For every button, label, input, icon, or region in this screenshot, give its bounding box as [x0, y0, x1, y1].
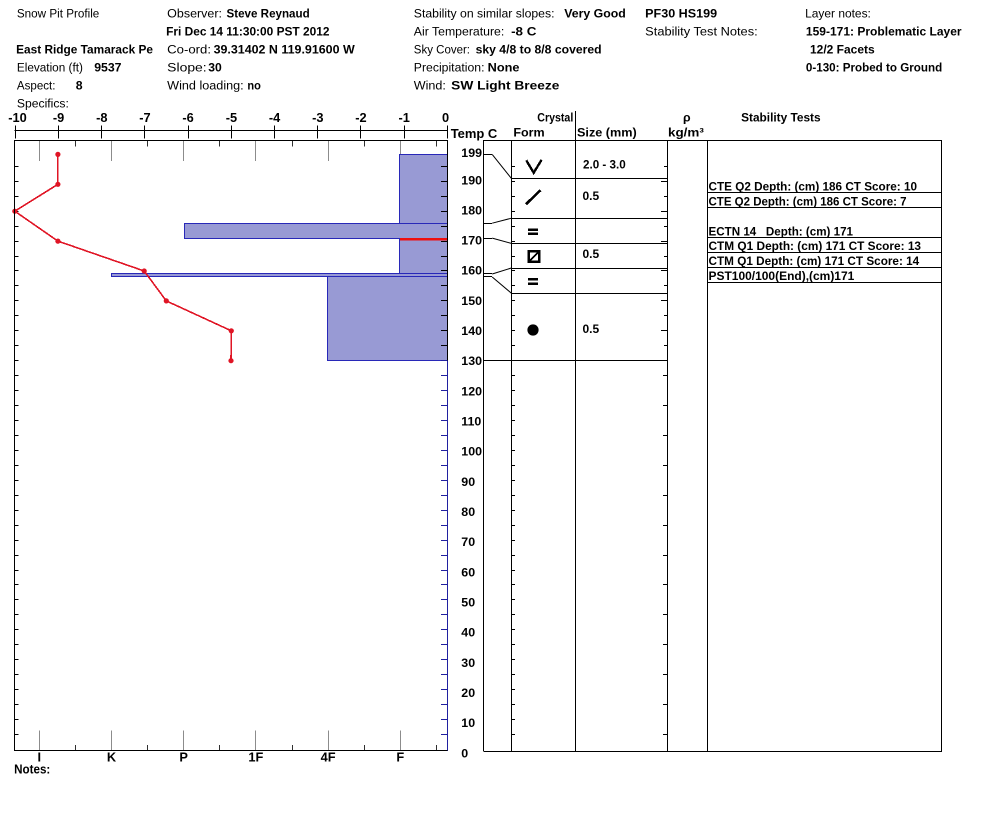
svg-text:-3: -3 — [312, 110, 323, 125]
svg-text:2.0 - 3.0: 2.0 - 3.0 — [583, 157, 626, 171]
svg-text:P: P — [179, 750, 188, 765]
svg-text:Crystal: Crystal — [537, 111, 573, 125]
svg-text:70: 70 — [461, 535, 475, 549]
svg-text:159-171: Problematic Layer: 159-171: Problematic Layer — [806, 25, 962, 39]
svg-text:I: I — [38, 750, 42, 765]
svg-text:-6: -6 — [182, 110, 193, 125]
svg-text:60: 60 — [461, 565, 475, 579]
svg-text:0.5: 0.5 — [583, 189, 600, 203]
svg-text:Size (mm): Size (mm) — [577, 126, 637, 140]
svg-text:ρ: ρ — [683, 111, 691, 125]
svg-text:Fri Dec 14 11:30:00 PST 2012: Fri Dec 14 11:30:00 PST 2012 — [166, 25, 330, 39]
svg-text:140: 140 — [461, 324, 482, 338]
svg-text:Specifics:: Specifics: — [17, 97, 69, 111]
svg-text:30: 30 — [208, 61, 222, 75]
svg-text:Steve Reynaud: Steve Reynaud — [227, 7, 310, 21]
svg-text:190: 190 — [461, 173, 482, 187]
svg-text:Co-ord:: Co-ord: — [167, 43, 211, 57]
svg-text:4F: 4F — [321, 750, 336, 765]
svg-text:1F: 1F — [248, 750, 263, 765]
svg-text:K: K — [107, 750, 117, 765]
svg-text:90: 90 — [461, 475, 475, 489]
svg-text:Stability Tests: Stability Tests — [741, 111, 821, 125]
svg-text:120: 120 — [461, 384, 482, 398]
svg-text:Form: Form — [513, 126, 544, 140]
svg-text:130: 130 — [461, 354, 482, 368]
svg-text:CTM Q1 Depth: (cm) 171 CT Scor: CTM Q1 Depth: (cm) 171 CT Score: 13 — [709, 239, 922, 253]
svg-text:Air Temperature:: Air Temperature: — [414, 25, 505, 39]
svg-text:0.5: 0.5 — [583, 247, 600, 261]
svg-text:CTE Q2 Depth: (cm) 186 CT Scor: CTE Q2 Depth: (cm) 186 CT Score: 7 — [709, 194, 907, 208]
svg-text:0-130: Probed to Ground: 0-130: Probed to Ground — [806, 61, 942, 75]
svg-text:Observer:: Observer: — [167, 7, 222, 21]
svg-text:PF30 HS199: PF30 HS199 — [645, 7, 717, 21]
svg-text:SW Light Breeze: SW Light Breeze — [451, 79, 559, 93]
svg-text:Aspect:: Aspect: — [17, 79, 56, 93]
svg-text:F: F — [396, 750, 404, 765]
svg-text:Sky Cover:: Sky Cover: — [414, 43, 470, 57]
svg-text:ECTN 14 Depth: (cm) 171: ECTN 14 Depth: (cm) 171 — [709, 224, 854, 238]
svg-text:PST100/100(End),(cm)171: PST100/100(End),(cm)171 — [709, 269, 855, 283]
svg-text:Layer notes:: Layer notes: — [805, 7, 871, 21]
svg-text:-1: -1 — [399, 110, 410, 125]
svg-text:None: None — [488, 61, 520, 75]
svg-text:Stability on similar slopes:: Stability on similar slopes: — [414, 7, 555, 21]
svg-text:CTM Q1 Depth: (cm) 171 CT Scor: CTM Q1 Depth: (cm) 171 CT Score: 14 — [709, 254, 920, 268]
svg-text:Elevation (ft): Elevation (ft) — [17, 61, 83, 75]
svg-text:Notes:: Notes: — [14, 761, 50, 776]
svg-text:kg/m³: kg/m³ — [668, 126, 704, 140]
svg-text:Very Good: Very Good — [564, 7, 626, 21]
svg-text:-8 C: -8 C — [511, 25, 536, 39]
svg-text:160: 160 — [461, 264, 482, 278]
svg-text:-8: -8 — [96, 110, 107, 125]
svg-text:no: no — [247, 79, 261, 93]
svg-text:Stability Test Notes:: Stability Test Notes: — [645, 25, 758, 39]
svg-text:39.31402 N 119.91600 W: 39.31402 N 119.91600 W — [214, 43, 355, 57]
svg-text:-2: -2 — [355, 110, 366, 125]
svg-text:50: 50 — [461, 596, 475, 610]
svg-text:-7: -7 — [139, 110, 150, 125]
svg-text:0: 0 — [461, 746, 468, 760]
svg-text:-5: -5 — [226, 110, 237, 125]
svg-text:110: 110 — [461, 415, 481, 429]
svg-text:Slope:: Slope: — [167, 61, 207, 75]
svg-text:170: 170 — [461, 234, 482, 248]
svg-text:100: 100 — [461, 445, 482, 459]
svg-text:Snow Pit Profile: Snow Pit Profile — [17, 7, 100, 21]
svg-text:-10: -10 — [8, 110, 27, 125]
svg-text:Precipitation:: Precipitation: — [414, 61, 485, 75]
svg-text:150: 150 — [461, 294, 482, 308]
svg-text:8: 8 — [76, 79, 83, 93]
svg-text:10: 10 — [461, 716, 475, 730]
svg-text:80: 80 — [461, 505, 475, 519]
svg-text:Wind:: Wind: — [414, 79, 446, 93]
svg-text:Temp C: Temp C — [451, 126, 498, 141]
svg-text:0.5: 0.5 — [583, 322, 600, 336]
svg-text:0: 0 — [442, 110, 449, 125]
svg-text:40: 40 — [461, 626, 475, 640]
svg-text:CTE Q2 Depth: (cm) 186 CT Scor: CTE Q2 Depth: (cm) 186 CT Score: 10 — [709, 179, 918, 193]
svg-text:9537: 9537 — [94, 61, 121, 75]
svg-text:199: 199 — [461, 146, 482, 160]
svg-text:30: 30 — [461, 656, 475, 670]
svg-text:sky 4/8 to 8/8 covered: sky 4/8 to 8/8 covered — [476, 43, 602, 57]
svg-text:20: 20 — [461, 686, 475, 700]
svg-text:East Ridge Tamarack Pe: East Ridge Tamarack Pe — [16, 43, 153, 57]
svg-text:12/2 Facets: 12/2 Facets — [810, 43, 875, 57]
svg-text:180: 180 — [461, 203, 482, 217]
svg-text:Wind loading:: Wind loading: — [167, 79, 244, 93]
svg-text:-4: -4 — [269, 110, 281, 125]
svg-text:-9: -9 — [53, 110, 64, 125]
